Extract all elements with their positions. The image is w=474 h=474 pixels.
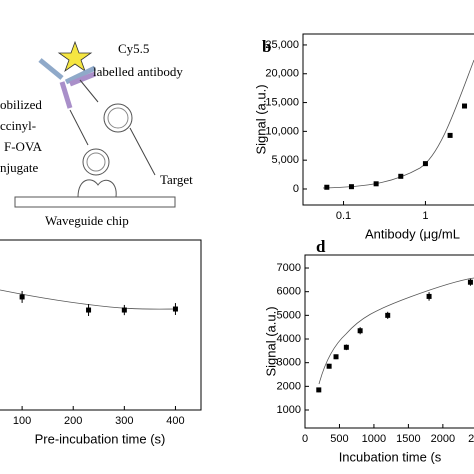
- y-tick-label: 5000: [277, 309, 301, 321]
- x-tick-label: 0: [302, 433, 308, 445]
- label: ccinyl-: [0, 118, 36, 133]
- y-tick-label: 4000: [277, 333, 301, 345]
- point: [462, 103, 468, 109]
- point: [357, 328, 363, 334]
- point: [172, 306, 178, 312]
- label: njugate: [0, 160, 38, 175]
- y-axis-label: Signal (a.u.): [253, 84, 268, 154]
- x-tick-label: 0.1: [336, 210, 351, 222]
- label: Waveguide chip: [45, 213, 129, 228]
- diagram: Cy5.5 labelled antibody obilized ccinyl-…: [0, 40, 193, 228]
- y-tick-label: 7000: [277, 262, 301, 274]
- y-tick-label: 1000: [277, 404, 301, 416]
- point: [343, 344, 349, 350]
- chip: [14, 196, 176, 208]
- x-axis-label: Antibody (μg/mL: [365, 226, 460, 241]
- arrow: [69, 109, 89, 146]
- y-tick-label: 0: [293, 183, 299, 195]
- label: obilized: [0, 97, 42, 112]
- y-axis-label: Signal (a.u.): [263, 306, 278, 376]
- pointer: [129, 127, 156, 176]
- point: [348, 184, 354, 190]
- point: [316, 387, 322, 393]
- point: [326, 363, 332, 369]
- y-tick-label: 20,000: [265, 68, 299, 80]
- point: [373, 181, 379, 187]
- conjugate-inner: [86, 152, 106, 172]
- point: [398, 173, 404, 179]
- point: [333, 354, 339, 360]
- x-tick-label: 400: [166, 415, 184, 427]
- point: [19, 294, 25, 300]
- x-tick-label: 500: [330, 433, 348, 445]
- x-axis-label: Pre-incubation time (s): [35, 431, 166, 446]
- target: [103, 103, 133, 133]
- x-tick-label: 1000: [362, 433, 386, 445]
- axes-frame: [0, 239, 202, 411]
- fit-curve: [0, 289, 177, 310]
- x-tick-label: 200: [64, 415, 82, 427]
- conjugate: [82, 148, 110, 176]
- x-tick-label: 100: [13, 415, 31, 427]
- panel-label: d: [316, 237, 326, 256]
- label: Target: [160, 172, 193, 187]
- y-tick-label: 15,000: [265, 96, 299, 108]
- label: labelled antibody: [93, 64, 183, 79]
- label: F-OVA: [4, 139, 43, 154]
- y-tick-label: 25,000: [265, 39, 299, 51]
- axes-frame: [304, 254, 474, 429]
- star: [57, 40, 93, 73]
- label: Cy5.5: [118, 41, 149, 56]
- point: [121, 307, 127, 313]
- y-tick-label: 3000: [277, 357, 301, 369]
- x-tick-label: 300: [115, 415, 133, 427]
- x-tick-label: 1500: [396, 433, 420, 445]
- y-tick-label: 5,000: [271, 154, 299, 166]
- axes-frame: [302, 33, 474, 206]
- fit-curve: [322, 59, 474, 189]
- y-tick-label: 6000: [277, 286, 301, 298]
- ligand: [77, 179, 117, 198]
- point: [467, 279, 473, 285]
- point: [385, 312, 391, 318]
- x-axis-label: Incubation time (s: [339, 449, 442, 464]
- point: [86, 307, 92, 313]
- x-tick-label: 1: [422, 210, 428, 222]
- y-tick-label: 10,000: [265, 125, 299, 137]
- panel-label: b: [262, 37, 271, 56]
- fit-curve: [318, 277, 474, 385]
- y-tick-label: 2000: [277, 380, 301, 392]
- point: [447, 132, 453, 138]
- x-tick-label: 250: [468, 433, 474, 445]
- target-inner: [107, 107, 129, 129]
- point: [422, 161, 428, 167]
- antibody: [38, 58, 97, 109]
- point: [324, 184, 330, 190]
- x-tick-label: 2000: [431, 433, 455, 445]
- arrow: [79, 79, 99, 103]
- point: [426, 293, 432, 299]
